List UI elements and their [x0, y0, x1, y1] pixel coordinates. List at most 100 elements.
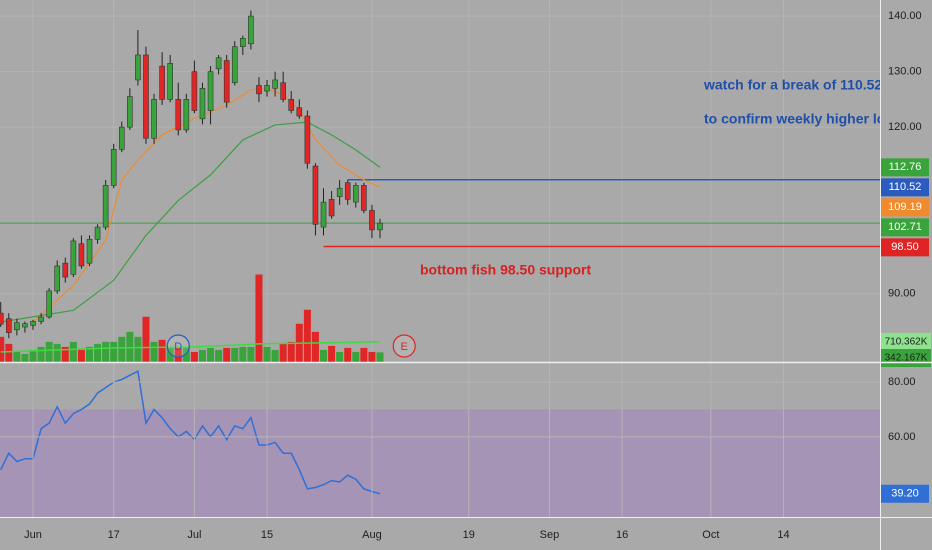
- volume-bar: [158, 339, 166, 362]
- candle-body: [127, 96, 133, 128]
- candle-body: [54, 265, 61, 292]
- x-tick-label: 17: [108, 529, 120, 541]
- x-tick-label: Oct: [702, 529, 719, 541]
- volume-bar: [69, 341, 77, 362]
- y-tick-label: 90.00: [888, 288, 916, 300]
- candle-body: [304, 115, 311, 164]
- candle-body: [248, 15, 254, 45]
- volume-bar: [110, 341, 118, 362]
- price-tag-label: 112.76: [889, 161, 922, 173]
- volume-bar: [344, 347, 352, 362]
- x-tick-label: Aug: [362, 529, 382, 541]
- price-tag: [881, 158, 929, 177]
- price-tag-label: 110.52: [889, 181, 922, 193]
- event-label: D: [174, 341, 182, 353]
- volume-bar: [142, 316, 150, 362]
- volume-bar: [77, 349, 85, 362]
- candle-body: [256, 85, 262, 95]
- volume-bar: [376, 352, 384, 362]
- candle-body: [86, 238, 93, 264]
- volume-tag: [881, 332, 931, 351]
- candle-body: [167, 62, 173, 100]
- volume-bar: [247, 346, 255, 362]
- x-tick-label: 19: [463, 529, 475, 541]
- candle-body: [264, 85, 270, 92]
- candle-body: [312, 165, 319, 225]
- x-tick-label: Jun: [24, 529, 42, 541]
- candle-body: [296, 107, 303, 117]
- rsi-tag-label: 39.20: [891, 488, 919, 500]
- volume-bar: [287, 341, 295, 362]
- candle-body: [30, 321, 36, 326]
- candle-body: [102, 185, 109, 228]
- volume-bar: [368, 351, 376, 362]
- volume-bar: [126, 331, 134, 362]
- candle-body: [118, 126, 125, 150]
- event-marker: [392, 334, 416, 358]
- volume-bar: [85, 346, 93, 362]
- candle-body: [135, 54, 141, 81]
- volume-tag-label: 710.362K: [885, 337, 928, 348]
- volume-bar: [13, 351, 21, 362]
- volume-bar: [336, 351, 344, 362]
- volume-bar: [118, 336, 126, 362]
- x-tick-label: Jul: [187, 529, 201, 541]
- candle-body: [5, 318, 12, 333]
- candle-body: [231, 46, 238, 84]
- volume-bar: [263, 346, 271, 362]
- rsi-pane: [0, 370, 880, 517]
- candle-body: [352, 185, 359, 203]
- candle-body: [215, 57, 222, 70]
- volume-bar: [182, 346, 190, 362]
- y-tick-label: 130.00: [888, 66, 922, 78]
- candle-body: [78, 243, 85, 267]
- rsi-tag: [881, 484, 929, 503]
- candle-body: [151, 99, 157, 139]
- candle-body: [223, 60, 230, 103]
- volume-bar: [61, 346, 69, 362]
- candle-body: [320, 201, 327, 228]
- volume-bar: [360, 347, 368, 362]
- y-tick-label: 60.00: [888, 431, 916, 443]
- candle-body: [38, 316, 44, 322]
- volume-bar: [223, 347, 231, 362]
- candle-body: [175, 99, 182, 131]
- price-tag: [881, 178, 929, 197]
- candle-body: [272, 79, 278, 89]
- volume-bar: [0, 336, 5, 362]
- volume-bar: [328, 345, 336, 362]
- volume-bar: [150, 341, 158, 362]
- candle-body: [328, 199, 335, 217]
- volume-bar: [174, 347, 182, 362]
- volume-bar: [215, 349, 223, 362]
- rsi-line: [0, 370, 381, 495]
- volume-bar: [102, 341, 110, 362]
- candle-body: [336, 187, 343, 197]
- candle-body: [288, 99, 295, 111]
- volume-bar: [207, 347, 215, 362]
- candle-body: [280, 82, 286, 100]
- x-tick-label: 14: [777, 529, 789, 541]
- volume-bar: [190, 351, 198, 362]
- volume-bar: [37, 346, 45, 362]
- volume-bar: [352, 351, 360, 362]
- volume-bar: [94, 343, 102, 362]
- volume-bar: [45, 341, 53, 362]
- price-tag: [881, 238, 929, 257]
- moving-average: [32, 87, 381, 323]
- candle-body: [191, 71, 198, 111]
- price-tag: [881, 218, 929, 237]
- candle-body: [344, 182, 351, 200]
- candle-body: [143, 54, 149, 139]
- candle-body: [94, 226, 101, 240]
- x-tick-label: Sep: [540, 529, 560, 541]
- volume-bar: [53, 343, 61, 362]
- volume-bar: [279, 343, 287, 362]
- volume-bar: [255, 274, 263, 362]
- annotation: to confirm weekly higher low: [704, 111, 896, 127]
- candle-body: [0, 312, 4, 325]
- candle-body: [70, 240, 77, 275]
- price-tag-label: 109.19: [888, 201, 922, 213]
- price-tag-label: 102.71: [888, 221, 922, 233]
